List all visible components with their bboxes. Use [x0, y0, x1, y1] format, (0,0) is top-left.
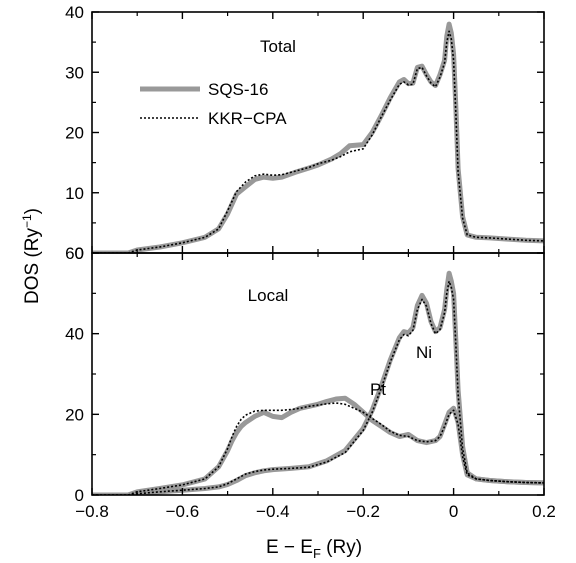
- legend-label-kkrcpa: KKR−CPA: [208, 109, 287, 128]
- x-tick-label: −0.2: [346, 502, 380, 521]
- y-tick-label: 0: [75, 244, 84, 263]
- legend-label-sqs16: SQS-16: [208, 80, 268, 99]
- y-tick-label: 40: [65, 3, 84, 22]
- annotation-ni: Ni: [416, 343, 432, 362]
- y-tick-label: 30: [65, 63, 84, 82]
- x-tick-label: −0.6: [166, 502, 200, 521]
- series-line-sqs-16: [92, 21, 544, 253]
- panel-label-local: Local: [248, 286, 289, 305]
- x-tick-label: 0.2: [532, 502, 556, 521]
- x-tick-label: 0: [449, 502, 458, 521]
- series-line-kkr-cpa: [92, 30, 544, 253]
- x-tick-label: −0.8: [75, 502, 109, 521]
- y-axis-title: DOS (Ry−1): [20, 208, 43, 304]
- series-line-pt-kkr-cpa: [92, 402, 544, 495]
- y-tick-label: 20: [65, 405, 84, 424]
- series-line-ni-sqs-16: [92, 270, 544, 495]
- panel-frame-local: [91, 252, 545, 496]
- x-axis-title: E − EF (Ry): [266, 537, 362, 561]
- y-tick-label: 40: [65, 325, 84, 344]
- panel-frame-total: [91, 11, 545, 254]
- chart-layer: 0 10 20 30 40 0 20 40 60 −0.8 −0.6 −0.4 −0.2 0 0.2: [65, 3, 556, 521]
- y-tick-label: 20: [65, 124, 84, 143]
- panel-label-total: Total: [260, 37, 296, 56]
- series-line-ni-kkr-cpa: [92, 280, 544, 495]
- x-tick-label: −0.4: [256, 502, 290, 521]
- y-tick-label: 10: [65, 184, 84, 203]
- y-tick-label: 60: [65, 244, 84, 263]
- y-tick-label: 0: [75, 486, 84, 505]
- annotation-pt: Pt: [370, 380, 386, 399]
- legend: SQS-16 KKR−CPA: [140, 80, 287, 128]
